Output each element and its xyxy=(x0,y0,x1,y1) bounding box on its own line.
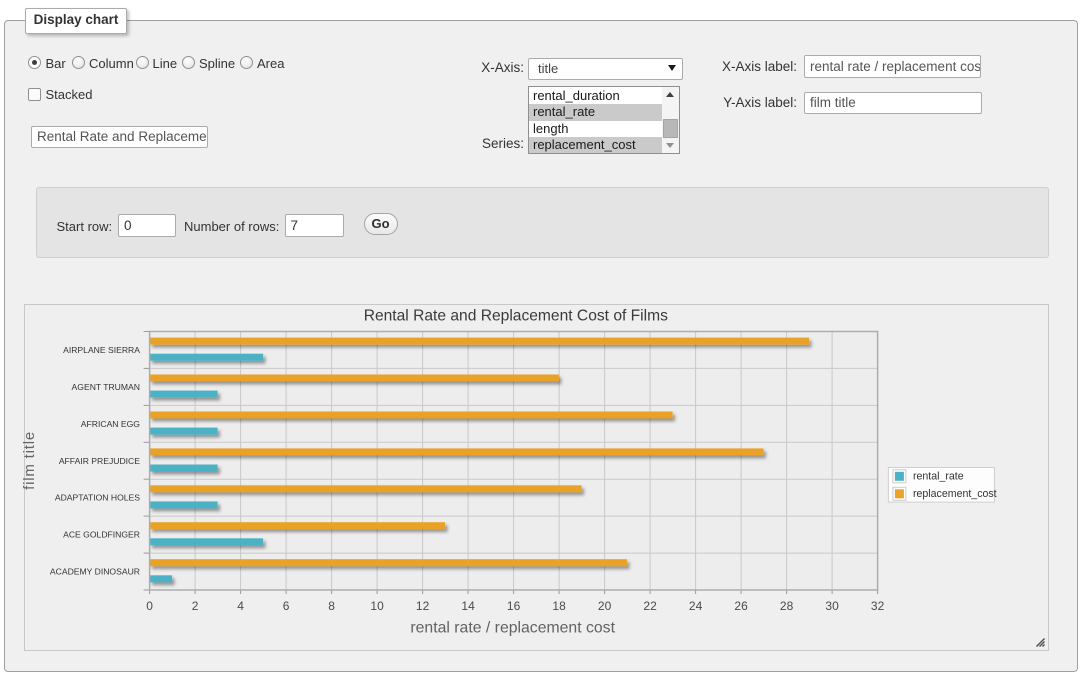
svg-text:12: 12 xyxy=(416,599,430,613)
svg-text:8: 8 xyxy=(328,599,335,613)
svg-text:14: 14 xyxy=(461,599,475,613)
svg-text:16: 16 xyxy=(507,599,521,613)
svg-text:0: 0 xyxy=(146,599,153,613)
svg-text:replacement_cost: replacement_cost xyxy=(913,488,997,500)
svg-text:AIRPLANE SIERRA: AIRPLANE SIERRA xyxy=(63,345,140,355)
svg-text:4: 4 xyxy=(237,599,244,613)
svg-text:ACADEMY DINOSAUR: ACADEMY DINOSAUR xyxy=(50,567,140,577)
svg-text:ACE GOLDFINGER: ACE GOLDFINGER xyxy=(63,530,140,540)
svg-text:ADAPTATION HOLES: ADAPTATION HOLES xyxy=(55,493,140,503)
svg-text:Rental Rate and Replacement Co: Rental Rate and Replacement Cost of Film… xyxy=(364,308,668,325)
svg-text:24: 24 xyxy=(689,599,703,613)
svg-text:22: 22 xyxy=(643,599,657,613)
svg-text:20: 20 xyxy=(598,599,612,613)
svg-text:26: 26 xyxy=(734,599,748,613)
svg-text:32: 32 xyxy=(871,599,885,613)
svg-text:6: 6 xyxy=(283,599,290,613)
svg-text:rental rate / replacement cost: rental rate / replacement cost xyxy=(410,620,615,637)
svg-text:AFFAIR PREJUDICE: AFFAIR PREJUDICE xyxy=(59,456,140,466)
svg-text:film title: film title xyxy=(21,431,38,490)
svg-text:10: 10 xyxy=(370,599,384,613)
svg-text:AGENT TRUMAN: AGENT TRUMAN xyxy=(72,382,140,392)
svg-text:2: 2 xyxy=(192,599,199,613)
svg-text:30: 30 xyxy=(825,599,839,613)
svg-text:AFRICAN EGG: AFRICAN EGG xyxy=(81,419,141,429)
svg-text:18: 18 xyxy=(552,599,566,613)
svg-text:rental_rate: rental_rate xyxy=(913,471,964,483)
svg-text:28: 28 xyxy=(780,599,794,613)
